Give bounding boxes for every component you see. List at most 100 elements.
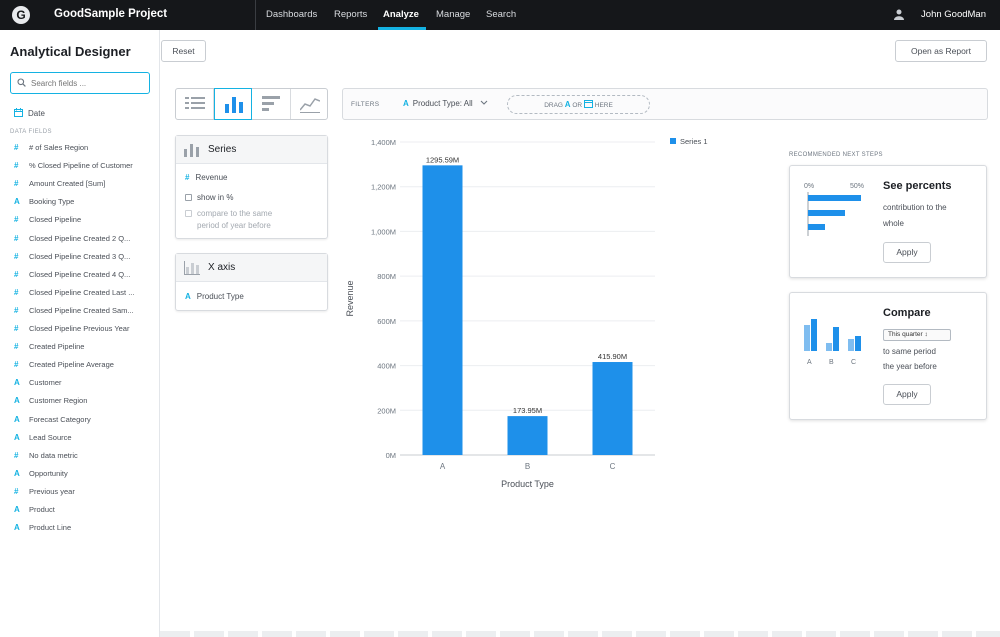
- attribute-icon: A: [14, 432, 20, 442]
- field-item[interactable]: A Product: [14, 505, 55, 514]
- x-axis-bucket: X axis A Product Type: [175, 253, 328, 311]
- field-item[interactable]: # Amount Created [Sum]: [14, 179, 105, 188]
- reset-button[interactable]: Reset: [161, 40, 206, 62]
- field-item[interactable]: A Customer Region: [14, 396, 87, 405]
- field-item[interactable]: # Closed Pipeline Created 2 Q...: [14, 234, 130, 243]
- field-item[interactable]: A Lead Source: [14, 433, 72, 442]
- y-axis-title: Revenue: [345, 280, 355, 316]
- open-as-report-button[interactable]: Open as Report: [895, 40, 987, 62]
- series-item-label: Revenue: [195, 173, 228, 182]
- field-label: Customer: [29, 378, 62, 388]
- field-item[interactable]: # Closed Pipeline Created Last ...: [14, 288, 134, 297]
- x-axis-bucket-header: X axis: [176, 254, 327, 282]
- search-box[interactable]: [10, 72, 150, 94]
- show-in-percent-checkbox[interactable]: [185, 194, 192, 201]
- date-field[interactable]: Date: [14, 108, 45, 118]
- metric-icon: #: [185, 173, 190, 182]
- column-chart: 0M 200M 400M 600M 800M 1,000M 1,200M 1,400M 1295…: [340, 130, 760, 510]
- compare-apply-button[interactable]: Apply: [883, 384, 931, 405]
- top-bar: G GoodSample Project Dashboards Reports …: [0, 0, 1000, 30]
- column-chart-type-button[interactable]: [214, 88, 252, 120]
- field-item[interactable]: # No data metric: [14, 451, 78, 460]
- nav-reports[interactable]: Reports: [334, 9, 368, 20]
- date-field-label: Date: [28, 109, 45, 118]
- search-input[interactable]: [31, 76, 145, 90]
- compare-checkbox: [185, 210, 192, 217]
- field-label: Opportunity: [29, 468, 68, 478]
- y-tick-label: 1,400M: [371, 138, 396, 147]
- nav-dashboards[interactable]: Dashboards: [266, 9, 318, 20]
- field-label: Closed Pipeline Created 3 Q...: [29, 251, 131, 261]
- metric-icon: #: [14, 342, 19, 352]
- drop-or-text: OR: [572, 102, 583, 109]
- metric-icon: #: [14, 251, 19, 261]
- product-type-filter[interactable]: A Product Type: All: [403, 99, 488, 108]
- attribute-icon: A: [403, 99, 409, 108]
- data-label: 1295.59M: [426, 155, 459, 164]
- field-label: Closed Pipeline Created Sam...: [29, 305, 134, 315]
- percents-illustration: 0% 50%: [804, 183, 864, 236]
- field-item[interactable]: # # of Sales Region: [14, 143, 88, 152]
- visualization-type-picker: [175, 88, 328, 120]
- attribute-icon: A: [185, 292, 191, 301]
- field-label: No data metric: [29, 450, 78, 460]
- field-item[interactable]: # Created Pipeline: [14, 342, 84, 351]
- chart-legend[interactable]: Series 1: [670, 137, 708, 146]
- project-name[interactable]: GoodSample Project: [54, 8, 168, 20]
- field-item[interactable]: # Created Pipeline Average: [14, 360, 114, 369]
- field-label: Closed Pipeline Created 2 Q...: [29, 233, 131, 243]
- field-item[interactable]: A Product Line: [14, 523, 71, 532]
- field-label: Product Line: [29, 523, 72, 533]
- field-item[interactable]: A Booking Type: [14, 197, 74, 206]
- x-axis-title: Product Type: [501, 479, 554, 489]
- data-label: 415.90M: [598, 352, 627, 361]
- bar: [592, 362, 633, 455]
- field-item[interactable]: # Closed Pipeline Created 3 Q...: [14, 252, 130, 261]
- filter-bar: FILTERS A Product Type: All DRAG A OR HER…: [342, 88, 988, 120]
- field-item[interactable]: A Opportunity: [14, 469, 68, 478]
- filter-drop-zone[interactable]: DRAG A OR HERE: [507, 95, 650, 114]
- metric-icon: #: [14, 269, 19, 279]
- metric-icon: #: [14, 360, 19, 370]
- field-label: Closed Pipeline Previous Year: [29, 324, 130, 333]
- line-chart-type-button[interactable]: [291, 89, 329, 119]
- metric-icon: #: [14, 287, 19, 297]
- field-item[interactable]: # Previous year: [14, 487, 75, 496]
- compare-text-1: to same period: [883, 347, 936, 356]
- y-tick-label: 0M: [386, 451, 396, 460]
- see-percents-apply-button[interactable]: Apply: [883, 242, 931, 263]
- field-item[interactable]: # Closed Pipeline Previous Year: [14, 324, 129, 333]
- field-item[interactable]: # Closed Pipeline Created Sam...: [14, 306, 134, 315]
- field-label: Closed Pipeline Created 4 Q...: [29, 269, 131, 279]
- catalog-sidebar: Analytical Designer Date DATA FIELDS # # …: [0, 30, 160, 637]
- period-select[interactable]: This quarter ↕: [883, 329, 951, 341]
- field-label: % Closed Pipeline of Customer: [29, 161, 133, 171]
- filters-label: FILTERS: [351, 101, 380, 108]
- field-item[interactable]: A Customer: [14, 378, 62, 387]
- logo-icon[interactable]: G: [12, 6, 30, 24]
- field-label: Created Pipeline: [29, 342, 85, 352]
- x-axis-bucket-title: X axis: [208, 262, 236, 273]
- x-tick-label: A: [440, 462, 446, 471]
- field-item[interactable]: A Forecast Category: [14, 415, 91, 424]
- user-name[interactable]: John GoodMan: [921, 9, 986, 20]
- series-item-revenue[interactable]: # Revenue: [185, 173, 227, 182]
- bar-chart-type-button[interactable]: [253, 89, 291, 119]
- field-item[interactable]: # Closed Pipeline Created 4 Q...: [14, 270, 130, 279]
- y-tick-label: 600M: [377, 317, 396, 326]
- nav-search[interactable]: Search: [486, 9, 517, 20]
- field-item[interactable]: # Closed Pipeline: [14, 215, 81, 224]
- column-chart-icon: [225, 97, 243, 113]
- compare-text-2: the year before: [883, 362, 937, 371]
- field-item[interactable]: # % Closed Pipeline of Customer: [14, 161, 133, 170]
- nav-analyze[interactable]: Analyze: [383, 9, 419, 20]
- column-chart-icon: [184, 144, 199, 157]
- x-tick-label: C: [610, 462, 616, 471]
- field-label: Product: [29, 505, 55, 514]
- metric-icon: #: [14, 161, 19, 171]
- drop-here-text: HERE: [594, 102, 613, 109]
- nav-manage[interactable]: Manage: [436, 9, 471, 20]
- show-in-percent-option[interactable]: show in %: [185, 193, 233, 202]
- table-type-button[interactable]: [176, 89, 214, 119]
- x-axis-item-product-type[interactable]: A Product Type: [185, 292, 244, 301]
